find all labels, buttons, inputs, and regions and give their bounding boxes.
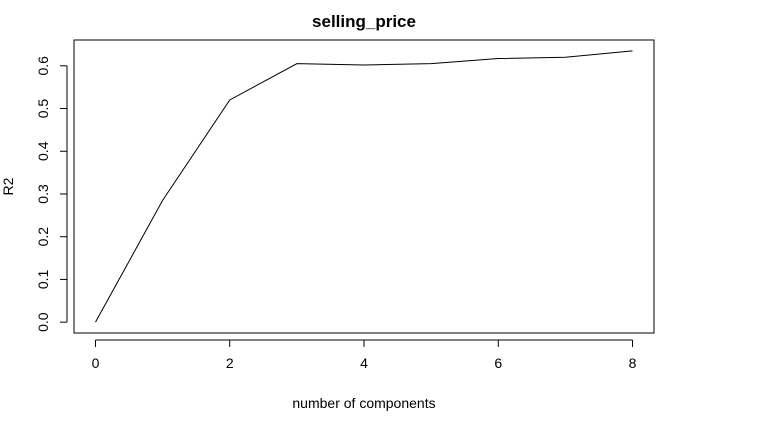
y-tick-label: 0.3: [35, 184, 51, 204]
y-tick-label: 0.6: [35, 56, 51, 76]
x-tick-label: 0: [92, 355, 100, 371]
series-layer: [95, 50, 633, 323]
x-tick-label: 4: [360, 355, 368, 371]
x-tick-label: 2: [226, 355, 234, 371]
x-tick-label: 8: [629, 355, 637, 371]
y-tick-label: 0.4: [35, 141, 51, 161]
y-tick-label: 0.1: [35, 269, 51, 289]
y-tick-label: 0.0: [35, 312, 51, 332]
x-axis: 0 2 4 6 8: [92, 339, 637, 371]
y-axis-title: R2: [0, 177, 16, 195]
chart-title: selling_price: [312, 12, 416, 31]
y-tick-label: 0.2: [35, 227, 51, 247]
x-tick-label: 6: [494, 355, 502, 371]
series-line: [95, 50, 633, 323]
plot-area-border: [73, 39, 655, 334]
y-tick-label: 0.5: [35, 99, 51, 119]
y-axis: 0.0 0.1 0.2 0.3 0.4 0.5 0.6: [35, 56, 68, 332]
x-axis-title: number of components: [292, 395, 435, 411]
